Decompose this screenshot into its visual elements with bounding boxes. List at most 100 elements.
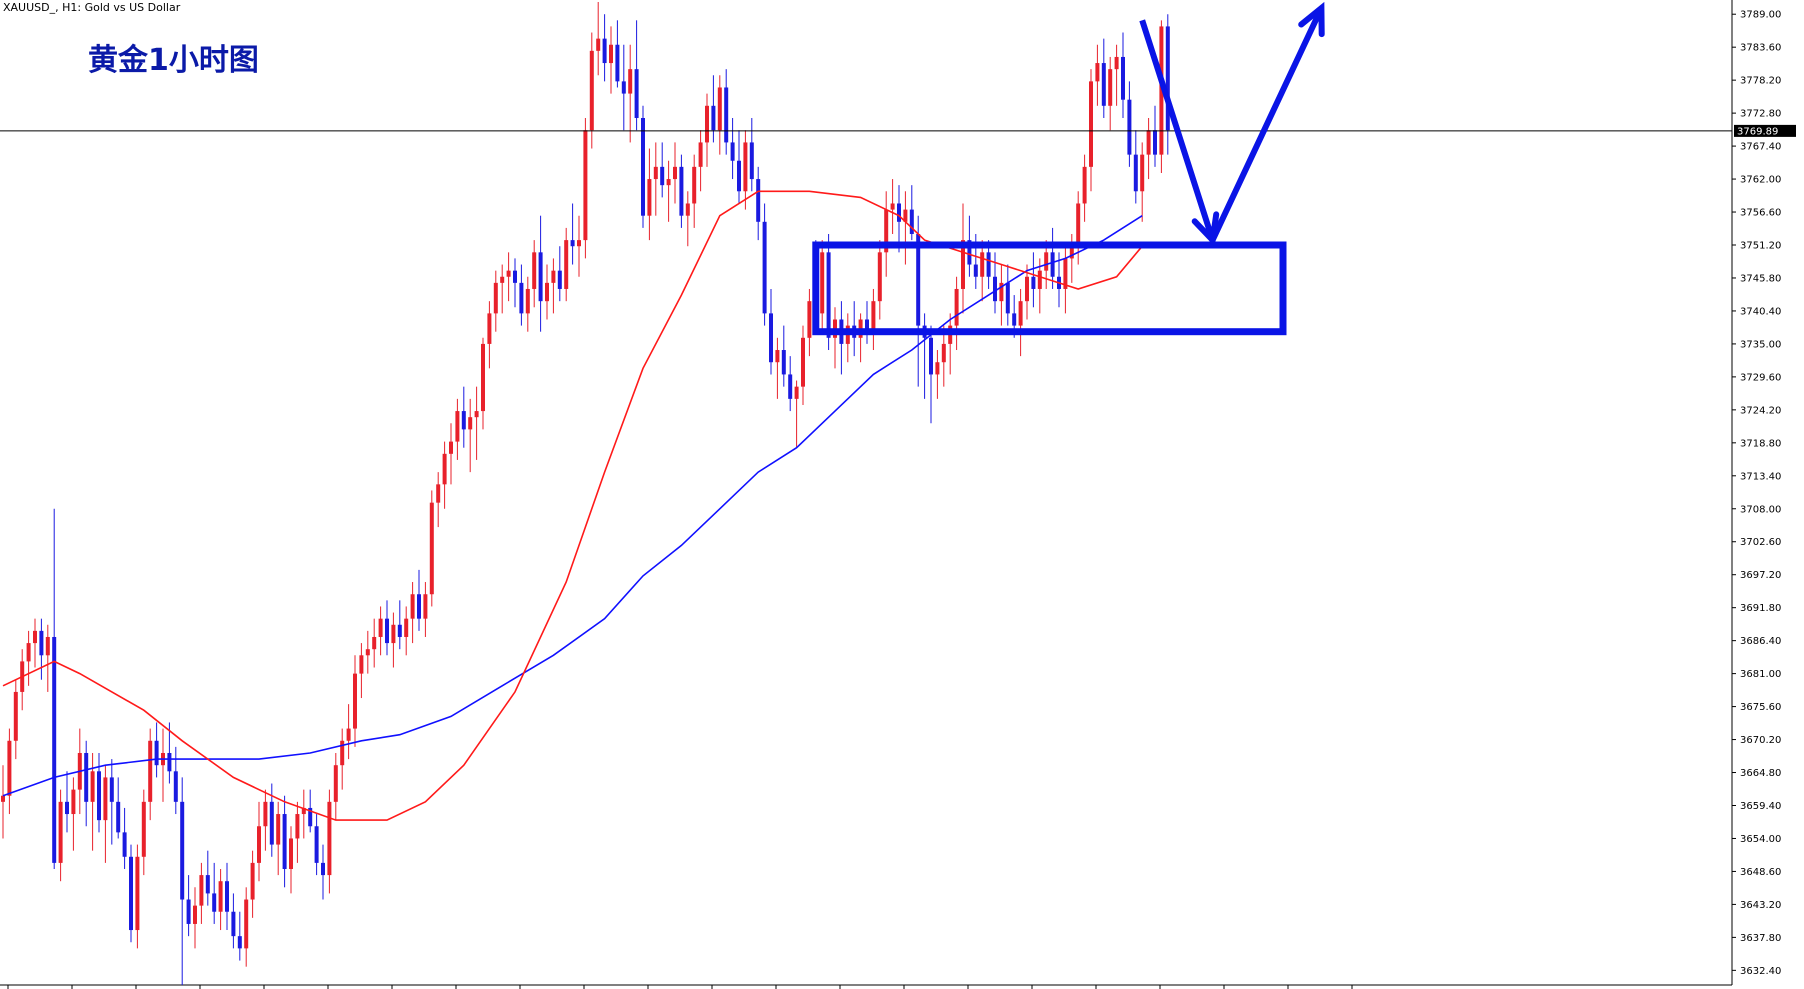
candle-body (506, 270, 511, 277)
bull-candle (45, 624, 50, 692)
candle-body (186, 899, 191, 924)
candle-body (634, 69, 639, 119)
bear-candle (724, 69, 729, 155)
price-tick-label: 3745.80 (1740, 273, 1781, 284)
bear-candle (39, 618, 44, 680)
up-arrow-head (1298, 1, 1325, 38)
bull-candle (33, 618, 37, 668)
bear-candle (737, 130, 741, 204)
candle-body (788, 374, 793, 399)
price-tick-label: 3729.60 (1740, 372, 1781, 383)
candle-body (378, 618, 383, 637)
candle-body (628, 69, 633, 94)
candle-body (481, 343, 485, 412)
bear-candle (237, 911, 242, 961)
candle-body (90, 771, 95, 802)
candle-body (7, 740, 12, 796)
candle-body (743, 142, 748, 192)
candle-body (1153, 130, 1157, 155)
price-tick-label: 3789.00 (1740, 10, 1781, 21)
bull-candle (276, 801, 281, 876)
candle-body (762, 221, 767, 314)
candle-body (589, 50, 594, 131)
candle-body (321, 862, 325, 876)
candle-body (557, 270, 562, 289)
bull-candle (647, 148, 652, 241)
bull-candle (263, 789, 268, 851)
candle-body (724, 87, 729, 143)
bull-candle (481, 337, 485, 430)
bull-candle (442, 441, 447, 509)
bull-candle (1025, 264, 1029, 320)
candle-body (769, 313, 773, 363)
candle-body (993, 276, 997, 302)
bull-candle (877, 240, 882, 320)
bull-candle (7, 728, 12, 815)
bull-candle (890, 179, 895, 235)
candle-body (1069, 246, 1074, 259)
bull-candle (90, 752, 95, 851)
candle-body (999, 282, 1004, 302)
price-tick-label: 3735.00 (1740, 339, 1781, 350)
consolidation-zone-box (812, 241, 1287, 336)
bull-candle (525, 276, 530, 332)
candle-body (269, 801, 274, 845)
bull-candle (698, 130, 703, 192)
candle-body (884, 209, 889, 253)
candle-body (58, 801, 63, 863)
bear-candle (679, 154, 684, 228)
candle-body (205, 875, 210, 894)
candle-body (820, 252, 825, 314)
bull-candle (1018, 288, 1023, 357)
bull-candle (884, 191, 889, 277)
bull-candle (410, 582, 415, 644)
bear-candle (730, 118, 735, 180)
bear-candle (173, 746, 178, 815)
bull-candle (820, 240, 825, 332)
candle-body (602, 38, 607, 64)
bear-candle (621, 44, 626, 131)
bear-candle (154, 722, 159, 778)
candle-body (935, 362, 940, 375)
candle-body (1, 795, 5, 802)
candle-body (308, 807, 313, 827)
bear-candle (1121, 32, 1125, 119)
candle-body (705, 105, 709, 143)
bull-candle (487, 301, 492, 369)
price-tick-label: 3783.60 (1740, 43, 1781, 54)
candle-body (647, 179, 652, 216)
candle-body (423, 594, 428, 619)
candle-body (737, 160, 741, 192)
candle-body (679, 166, 684, 216)
candle-body (826, 252, 831, 338)
candle-body (1089, 81, 1093, 167)
bull-candle (58, 789, 63, 882)
candle-body (1037, 270, 1042, 289)
bull-candle (717, 75, 722, 155)
bear-candle (788, 356, 793, 412)
bull-candle (193, 887, 197, 949)
price-tick-label: 3772.80 (1740, 109, 1781, 120)
bear-candle (897, 185, 901, 253)
candle-body (641, 118, 645, 216)
bull-candle (244, 887, 249, 967)
candle-body (461, 411, 466, 430)
candle-body (493, 282, 498, 314)
bear-candle (314, 814, 319, 876)
bull-candle (903, 191, 908, 265)
bull-candle (506, 252, 511, 302)
candle-body (154, 740, 159, 766)
bull-candle (295, 801, 300, 863)
bear-candle (756, 166, 761, 241)
candle-body (1095, 63, 1100, 82)
bear-candle (397, 600, 402, 650)
candle-body (436, 484, 441, 503)
price-tick-label: 3691.80 (1740, 603, 1781, 614)
bull-candle (359, 643, 364, 699)
candle-body (941, 343, 946, 363)
bull-candle (801, 325, 805, 405)
bull-candle (1037, 258, 1042, 314)
candle-body (244, 899, 249, 949)
candle-body (596, 38, 601, 51)
